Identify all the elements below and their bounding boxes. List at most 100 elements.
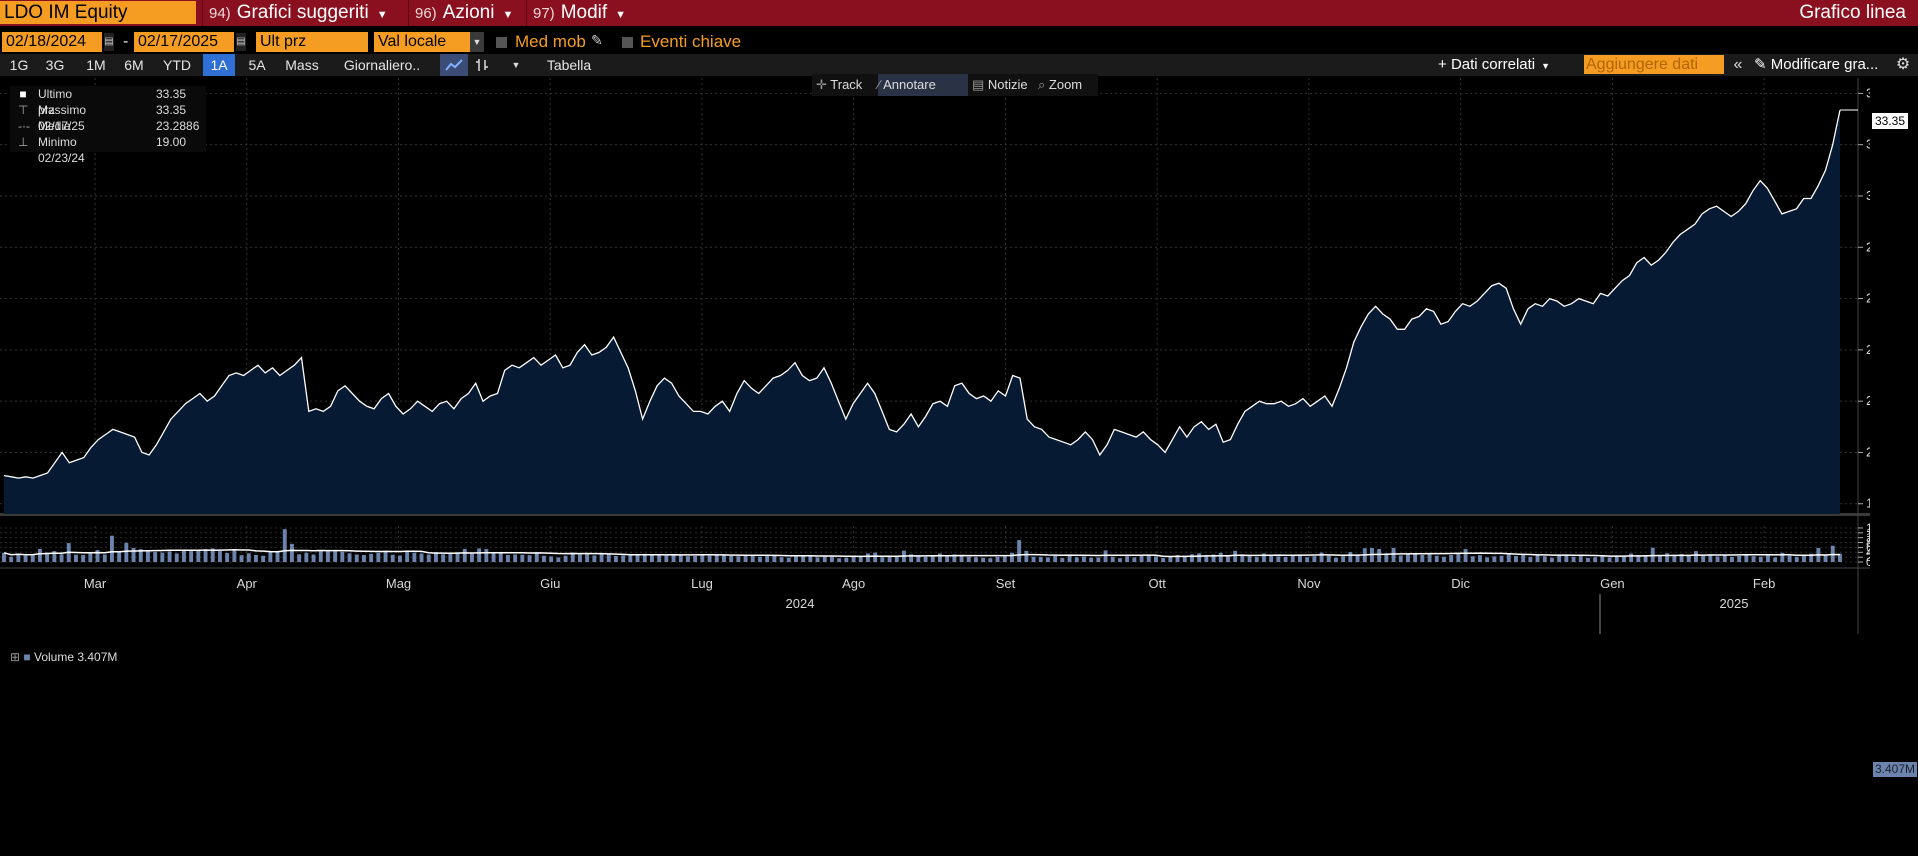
range-button-1g[interactable]: 1G: [9, 57, 29, 73]
news-tool[interactable]: ▤ Notizie: [972, 74, 1042, 96]
volume-y-tick-label: 4M: [1866, 545, 1870, 559]
range-button-5a[interactable]: 5A: [248, 57, 266, 73]
volume-bar: [1427, 553, 1432, 563]
bar-chart-icon[interactable]: [470, 54, 494, 76]
end-date-field[interactable]: 02/17/2025: [134, 32, 234, 52]
price-line[interactable]: [3, 109, 1841, 479]
volume-bar: [700, 555, 705, 562]
menu-label: Modif: [560, 2, 608, 23]
price-y-tick-label: 20.00: [1866, 444, 1870, 459]
volume-bar: [794, 556, 798, 562]
volume-bar: [887, 556, 892, 563]
currency-select[interactable]: Val locale: [374, 32, 470, 52]
volume-bar: [1758, 556, 1763, 563]
range-button-mass[interactable]: Mass: [285, 57, 319, 73]
security-ticker-field[interactable]: LDO IM Equity: [0, 1, 196, 24]
volume-bar: [1665, 553, 1670, 563]
volume-bar: [1096, 557, 1101, 562]
volume-bar: [239, 555, 244, 562]
volume-bar: [866, 553, 870, 562]
volume-bar: [333, 550, 338, 562]
x-axis-month-label: Ott: [1149, 576, 1167, 591]
volume-bar: [606, 554, 611, 563]
price-field-select[interactable]: Ult prz: [256, 32, 368, 52]
modify-menu[interactable]: 97) Modif ▼: [526, 0, 636, 26]
volume-bar: [138, 549, 143, 562]
related-data-menu[interactable]: + Dati correlati ▼: [1438, 54, 1550, 76]
volume-bar: [1146, 555, 1151, 562]
volume-bar: [671, 554, 676, 562]
range-button-3g[interactable]: 3G: [45, 57, 65, 73]
start-date-field[interactable]: 02/18/2024: [2, 32, 102, 52]
volume-bar: [815, 557, 820, 562]
volume-legend: ⊞ ■ Volume 3.407M: [10, 649, 117, 665]
track-tool[interactable]: ✛ Track: [816, 74, 876, 96]
calendar-icon[interactable]: ▤: [104, 33, 114, 51]
volume-bar: [520, 554, 525, 562]
volume-bar: [225, 553, 230, 562]
settings-gear-icon[interactable]: ⚙: [1895, 56, 1911, 73]
suggested-charts-menu[interactable]: 94) Grafici suggeriti ▼: [202, 0, 402, 26]
range-button-1a[interactable]: 1A: [203, 54, 235, 76]
volume-bar: [722, 555, 726, 563]
collapse-double-chevron-icon[interactable]: «: [1733, 56, 1743, 73]
volume-bar: [304, 552, 309, 563]
volume-bar: [1766, 555, 1770, 563]
x-axis-month-label: Feb: [1753, 576, 1775, 591]
volume-y-tick-label: 10M: [1866, 531, 1870, 545]
line-chart-icon[interactable]: [440, 54, 468, 76]
volume-bar: [923, 556, 928, 562]
volume-bar: [1514, 556, 1518, 563]
volume-bar: [650, 554, 654, 562]
volume-bar: [1262, 553, 1266, 562]
volume-bar: [578, 554, 582, 563]
range-button-1m[interactable]: 1M: [86, 57, 106, 73]
volume-bar: [1218, 552, 1223, 563]
range-button-6m[interactable]: 6M: [124, 57, 144, 73]
volume-bar: [1348, 552, 1353, 563]
volume-bar: [1024, 550, 1029, 562]
range-button-ytd[interactable]: YTD: [163, 57, 191, 73]
volume-bar: [570, 552, 575, 563]
volume-bar: [484, 549, 489, 562]
volume-bar: [1312, 556, 1317, 562]
volume-bar: [1010, 552, 1014, 563]
volume-bar: [477, 548, 482, 562]
key-events-label[interactable]: Eventi chiave: [640, 32, 742, 51]
price-volume-chart[interactable]: 18.00 20.00 22.00 24.00 26.00 28.00 30.00 32.00…: [0, 78, 1870, 634]
volume-bar: [938, 553, 942, 562]
legend-high-value: 33.35: [156, 103, 187, 117]
volume-bar: [830, 556, 834, 563]
volume-bar: [1787, 555, 1792, 562]
volume-bar: [1622, 556, 1626, 563]
volume-bar: [1694, 551, 1698, 563]
calendar-icon[interactable]: ▤: [236, 33, 246, 51]
annotate-label: Annotare: [883, 77, 936, 92]
frequency-select[interactable]: Giornaliero..: [343, 57, 421, 73]
modify-chart-menu[interactable]: ✎ Modificare gra...: [1754, 54, 1878, 76]
chart-style-dropdown-icon[interactable]: ▼: [511, 60, 521, 70]
table-button[interactable]: Tabella: [546, 57, 592, 73]
volume-bar: [959, 555, 964, 562]
volume-bar: [340, 551, 345, 562]
expand-icon[interactable]: ⊞: [10, 650, 21, 664]
volume-bar: [743, 555, 748, 562]
moving-average-label[interactable]: Med mob: [515, 32, 586, 51]
volume-bar: [1391, 547, 1396, 562]
legend-high-label: Massimo 02/17/25: [38, 103, 87, 133]
volume-bar: [210, 548, 215, 562]
annotate-tool[interactable]: ⁄ Annotare: [878, 74, 968, 96]
volume-bar: [693, 556, 698, 563]
currency-dropdown-icon[interactable]: ▼: [470, 32, 484, 52]
volume-bar: [1578, 555, 1583, 562]
volume-bar: [405, 551, 410, 562]
key-events-checkbox[interactable]: [622, 37, 633, 48]
add-data-input[interactable]: Aggiungere dati: [1584, 55, 1724, 74]
pencil-icon[interactable]: ✎: [591, 32, 603, 48]
actions-menu[interactable]: 96) Azioni ▼: [408, 0, 524, 26]
zoom-tool[interactable]: ⌕ Zoom: [1038, 74, 1096, 96]
volume-bar: [1247, 555, 1252, 563]
x-axis-month-label: Ago: [842, 576, 865, 591]
volume-bar: [1780, 552, 1785, 563]
moving-average-checkbox[interactable]: [496, 37, 507, 48]
